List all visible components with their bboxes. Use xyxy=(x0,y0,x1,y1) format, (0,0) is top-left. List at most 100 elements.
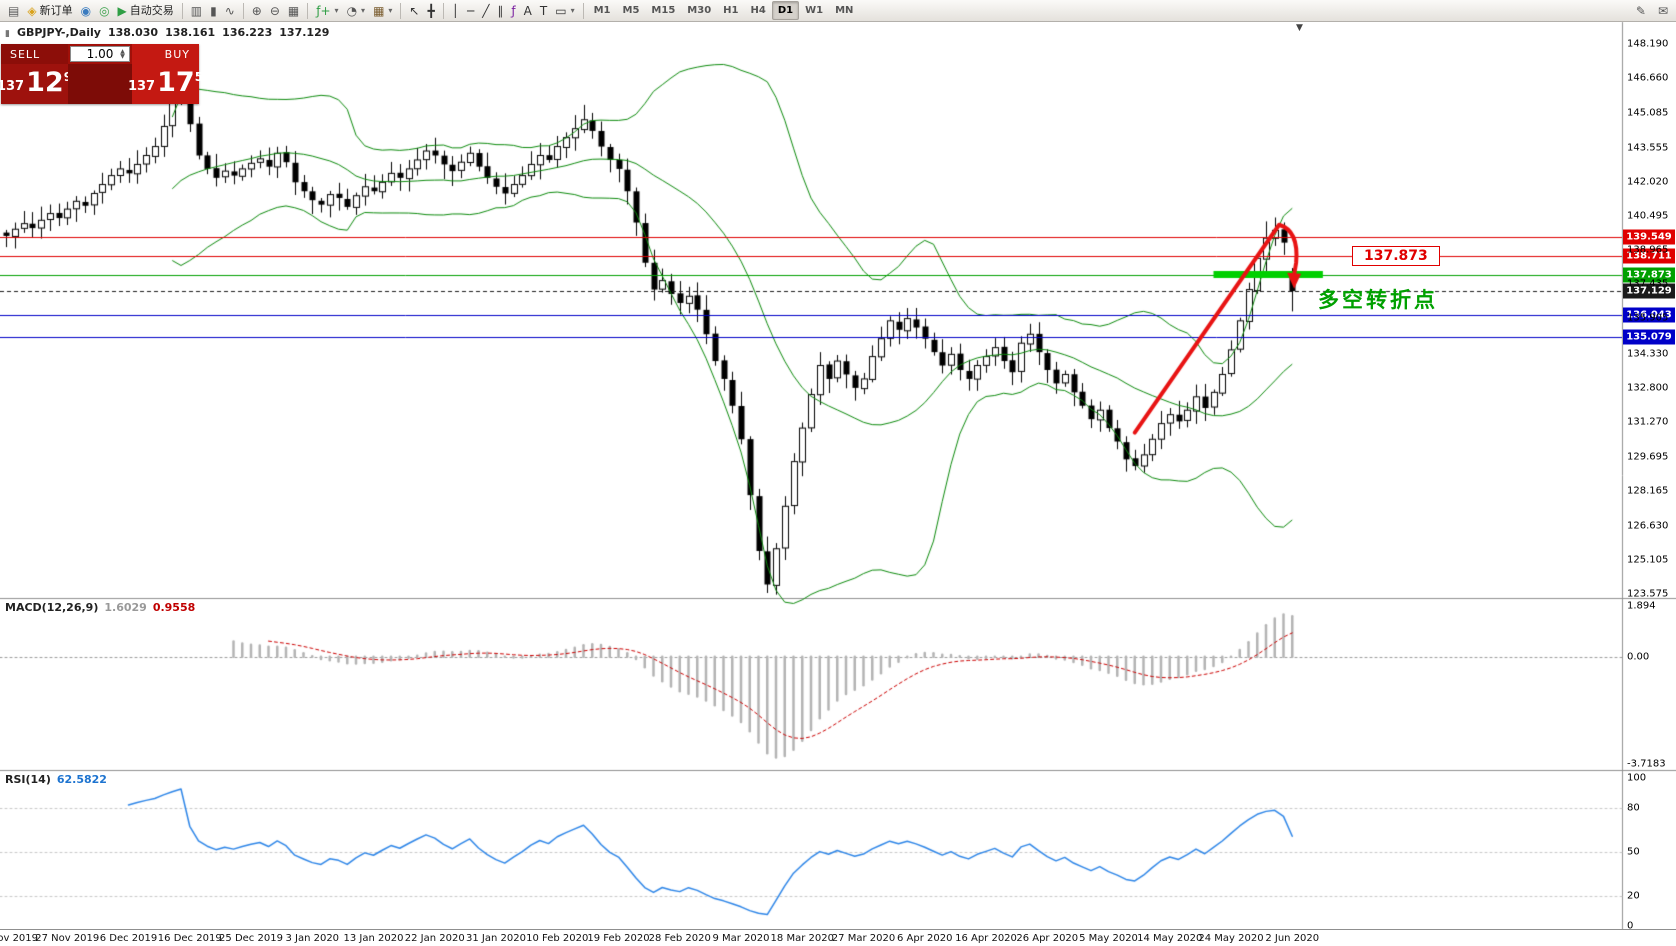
candlestick-mode-icon: ▮ xyxy=(210,3,217,18)
zoom-in-button[interactable]: ⊕ xyxy=(248,1,266,21)
shapes-button[interactable]: ▭ ▾ xyxy=(551,1,578,21)
text-button[interactable]: A xyxy=(520,1,536,21)
sell-price-button[interactable]: 137 12 9 xyxy=(0,64,72,104)
price-annotation-box[interactable]: 137.873 xyxy=(1352,246,1440,266)
date-label: 18 Nov 2019 xyxy=(0,933,39,944)
text-label-icon: T xyxy=(539,3,548,18)
date-label: 16 Apr 2020 xyxy=(955,933,1017,944)
crosshair-icon: ╋ xyxy=(427,3,435,18)
indicators-caret-icon: ▾ xyxy=(334,5,339,15)
text-label-button[interactable]: T xyxy=(536,1,551,21)
toolbar-groups: ▤ ◈ 新订单 ◉ ◎ ▶ 自动交易 ▥ ▮ ∿ ⊕ ⊖ ▦ ƒ+ ▾ ◔ ▾ ▦ ▾ ↖ ╋ │ ─ ╱ ∥ ƒ A T ▭ ▾ M1 M5… xyxy=(4,1,859,21)
toolbar: ▤ ◈ 新订单 ◉ ◎ ▶ 自动交易 ▥ ▮ ∿ ⊕ ⊖ ▦ ƒ+ ▾ ◔ ▾ ▦ ▾ ↖ ╋ │ ─ ╱ ∥ ƒ A T ▭ ▾ M1 M5… xyxy=(0,0,1676,22)
line-chart-mode-button[interactable]: ∿ xyxy=(221,1,239,21)
toolbar-separator xyxy=(181,2,183,19)
symbol-icon: ▮ xyxy=(5,29,10,39)
tile-windows-icon: ▦ xyxy=(287,3,300,18)
profile-button[interactable]: ◉ xyxy=(77,1,95,21)
support-price-label: 137.873 xyxy=(1623,267,1675,283)
periods-caret-icon: ▾ xyxy=(361,5,366,15)
date-label: 27 Nov 2019 xyxy=(35,933,100,944)
horizontal-line-button[interactable]: ─ xyxy=(463,1,478,21)
trade-panel-divider xyxy=(68,64,132,104)
chart-shift-marker[interactable]: ▼ xyxy=(1296,23,1303,33)
price-axis-tick: 128.165 xyxy=(1627,485,1669,497)
rsi-axis-tick: 20 xyxy=(1627,890,1640,902)
line-chart-mode-icon: ∿ xyxy=(224,3,235,18)
autotrading-button[interactable]: ▶ 自动交易 xyxy=(114,1,178,21)
turning-point-annotation[interactable]: 多空转折点 xyxy=(1318,288,1438,312)
signals-button[interactable]: ◎ xyxy=(95,1,113,21)
toolbar-separator xyxy=(400,2,402,19)
lot-down-icon[interactable]: ▼ xyxy=(120,53,125,60)
date-label: 6 Apr 2020 xyxy=(897,933,953,944)
timeframe-W1[interactable]: W1 xyxy=(805,5,824,16)
price-axis-tick: 142.020 xyxy=(1627,176,1669,188)
rsi-value: 62.5822 xyxy=(56,773,107,786)
indicators-button[interactable]: ƒ+ ▾ xyxy=(312,1,342,21)
zoom-out-button[interactable]: ⊖ xyxy=(266,1,284,21)
lot-up-icon[interactable]: ▲ xyxy=(120,48,125,55)
timeframe-M15[interactable]: M15 xyxy=(651,5,676,16)
lot-spinner[interactable]: ▲ ▼ xyxy=(117,47,128,61)
timeframe-MN[interactable]: MN xyxy=(835,5,854,16)
sell-price-big: 12 xyxy=(26,67,64,98)
templates-button[interactable]: ▦ ▾ xyxy=(369,1,396,21)
fibonacci-icon: ƒ xyxy=(511,3,516,18)
timeframe-H4[interactable]: H4 xyxy=(750,5,766,16)
periods-button[interactable]: ◔ ▾ xyxy=(343,1,370,21)
resistance-price-label: 138.711 xyxy=(1623,248,1675,264)
date-label: 14 May 2020 xyxy=(1137,933,1203,944)
rsi-axis-tick: 100 xyxy=(1627,772,1647,784)
macd-main-value: 1.6029 xyxy=(104,601,147,614)
date-label: 28 Feb 2020 xyxy=(648,933,711,944)
timeframe-M30[interactable]: M30 xyxy=(687,5,712,16)
fibonacci-button[interactable]: ƒ xyxy=(507,1,519,21)
edit-icon[interactable]: ✎ xyxy=(1635,3,1646,18)
bar-chart-mode-icon: ▥ xyxy=(190,3,203,18)
toolbar-separator xyxy=(242,2,244,19)
macd-axis-min: -3.7183 xyxy=(1627,758,1666,770)
indicators-icon: ƒ+ xyxy=(316,3,331,18)
vertical-line-button[interactable]: │ xyxy=(448,1,463,21)
new-chart-icon: ▤ xyxy=(8,3,20,18)
date-label: 13 Jan 2020 xyxy=(343,933,404,944)
vertical-line-icon: │ xyxy=(451,3,459,18)
price-axis-tick: 129.695 xyxy=(1627,451,1669,463)
lot-size-input[interactable]: 1.00 ▲ ▼ xyxy=(70,46,130,62)
price-axis-tick: 145.085 xyxy=(1627,107,1669,119)
chart-header: ▮ GBPJPY-,Daily 138.030 138.161 136.223 … xyxy=(5,26,329,39)
timeframe-H1[interactable]: H1 xyxy=(723,5,739,16)
buy-button[interactable]: BUY xyxy=(132,44,199,64)
timeframe-M1[interactable]: M1 xyxy=(593,5,611,16)
templates-icon: ▦ xyxy=(373,3,385,18)
ohlc-open: 138.030 xyxy=(107,26,159,39)
shapes-icon: ▭ xyxy=(555,3,567,18)
tile-windows-button[interactable]: ▦ xyxy=(284,1,303,21)
bar-chart-mode-button[interactable]: ▥ xyxy=(187,1,206,21)
candlestick-mode-button[interactable]: ▮ xyxy=(206,1,221,21)
sell-button[interactable]: SELL xyxy=(1,44,68,64)
new-order-label: 新订单 xyxy=(39,3,73,17)
shapes-caret-icon: ▾ xyxy=(570,5,575,15)
support-price-label: 136.043 xyxy=(1623,307,1675,323)
toolbar-separator xyxy=(442,2,444,19)
new-chart-button[interactable]: ▤ xyxy=(4,1,23,21)
trendline-button[interactable]: ╱ xyxy=(478,1,493,21)
date-label: 27 Mar 2020 xyxy=(831,933,896,944)
cursor-button[interactable]: ↖ xyxy=(405,1,423,21)
timeframe-M5[interactable]: M5 xyxy=(622,5,640,16)
equidistant-channel-button[interactable]: ∥ xyxy=(493,1,507,21)
timeframe-D1[interactable]: D1 xyxy=(771,1,800,20)
macd-signal-value: 0.9558 xyxy=(152,601,196,614)
cursor-icon: ↖ xyxy=(409,3,420,18)
symbol-period: GBPJPY-,Daily xyxy=(16,26,101,39)
price-axis: 139.549 138.711 137.873 137.129 136.043 … xyxy=(1623,22,1676,946)
price-axis-tick: 143.555 xyxy=(1627,142,1669,154)
buy-price-button[interactable]: 137 17 5 xyxy=(128,64,203,104)
new-order-button[interactable]: ◈ 新订单 xyxy=(23,1,76,21)
crosshair-button[interactable]: ╋ xyxy=(423,1,438,21)
message-icon[interactable]: ✉ xyxy=(1657,3,1668,18)
